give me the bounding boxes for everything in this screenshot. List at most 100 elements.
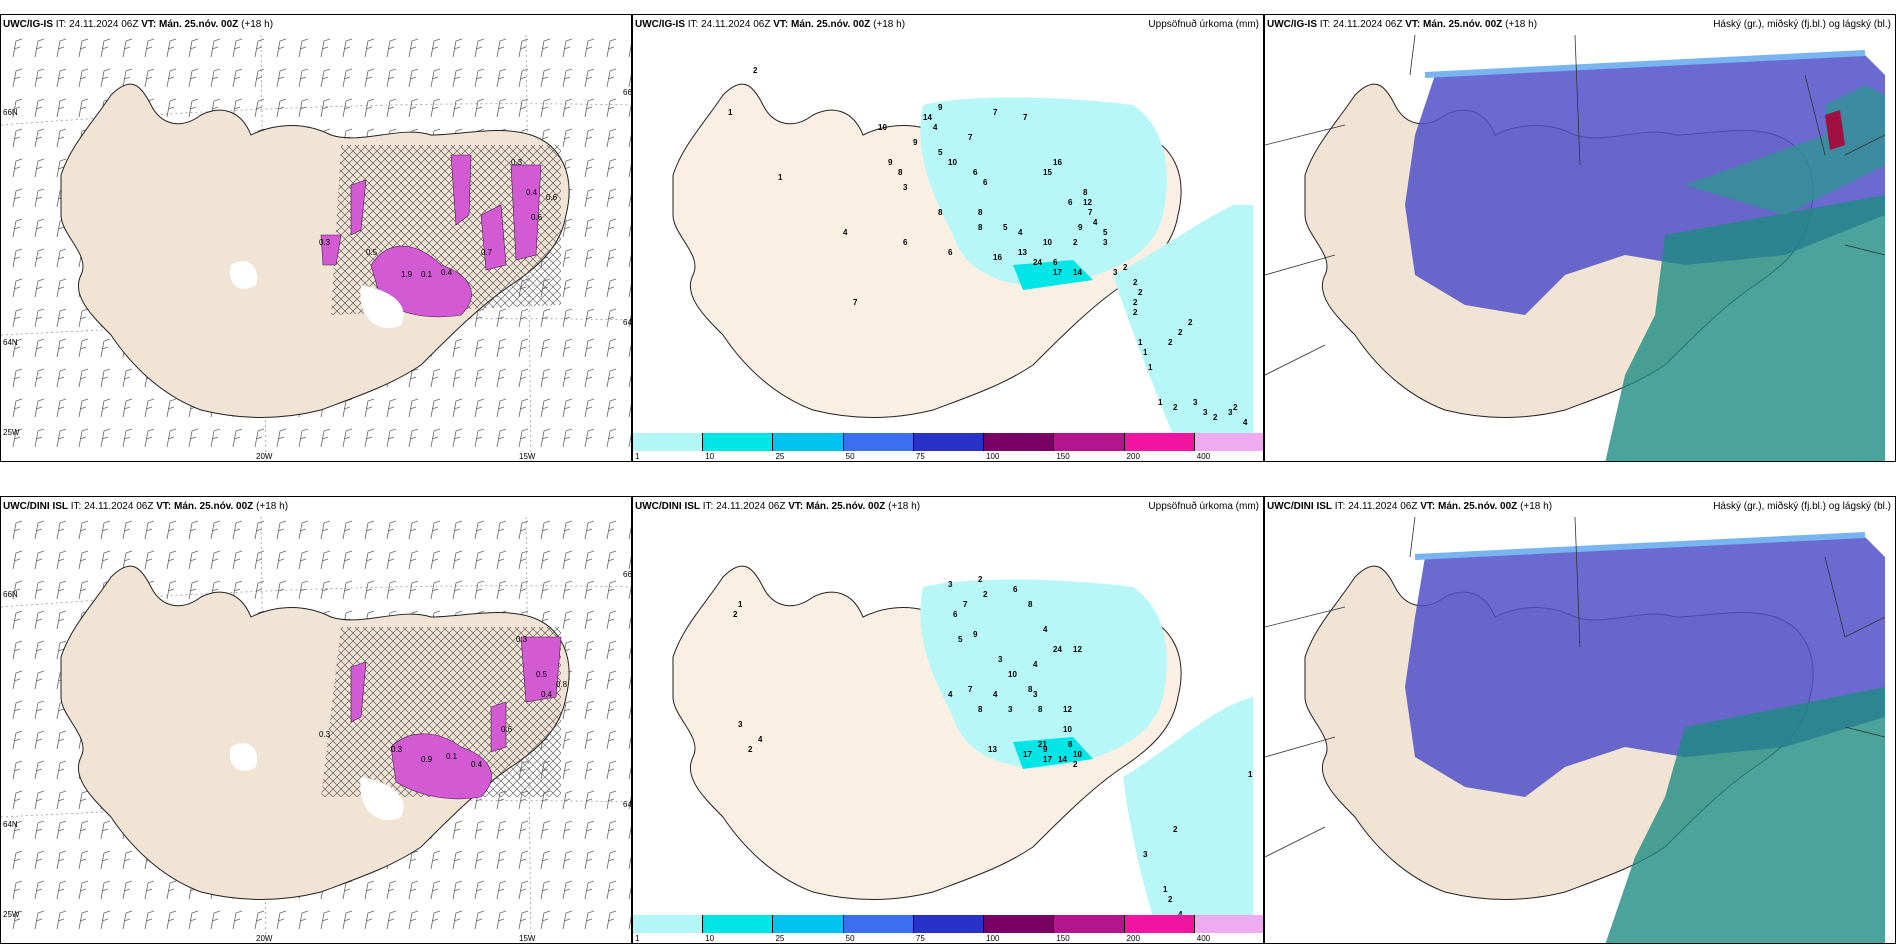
wind-barb (496, 520, 507, 540)
wind-barb (122, 850, 133, 870)
wind-barb (78, 910, 89, 930)
wind-value: 0.4 (526, 188, 538, 197)
precip-value: 9 (888, 158, 893, 167)
wind-barb (606, 580, 617, 600)
wind-barb (628, 164, 631, 178)
cloud-map (1265, 516, 1895, 943)
wind-barb (12, 428, 23, 448)
colorbar-swatch (773, 433, 844, 451)
wind-barb (474, 98, 485, 118)
wind-barb (540, 910, 551, 930)
precip-value: 2 (1173, 403, 1178, 412)
precip-value: 3 (903, 183, 908, 192)
wind-map-panel-top: UWC/IG-IS IT: 24.11.2024 06Z VT: Mán. 25… (0, 14, 632, 462)
wind-barb (210, 428, 221, 448)
precip-value: 12 (1083, 198, 1092, 207)
wind-barb (584, 158, 595, 178)
right-lat-label-66n: 66N (623, 570, 632, 579)
wind-barb (166, 520, 177, 540)
precip-value: 7 (993, 108, 998, 117)
precip-value: 4 (1018, 228, 1023, 237)
wind-barb (12, 550, 23, 570)
wind-barb (408, 880, 419, 900)
wind-barb (430, 850, 441, 870)
wind-barb (584, 98, 595, 118)
wind-barb (210, 910, 221, 930)
wind-barb (188, 38, 199, 58)
precip-value: 24 (1033, 258, 1042, 267)
precip-value: 8 (1038, 705, 1043, 714)
wind-barb (386, 398, 397, 418)
wind-barb (276, 98, 287, 118)
wind-barb (144, 880, 155, 900)
precip-value: 1 (738, 600, 743, 609)
wind-barb (408, 550, 419, 570)
wind-barb (562, 910, 573, 930)
wind-barb (474, 398, 485, 418)
wind-barb (34, 580, 45, 600)
colorbar-swatch (773, 915, 844, 933)
wind-barb (452, 850, 463, 870)
wind-barb (474, 38, 485, 58)
wind-barb (12, 128, 23, 148)
wind-barb (12, 760, 23, 780)
wind-barb (474, 368, 485, 388)
precip-value: 7 (1088, 208, 1093, 217)
wind-barb (562, 610, 573, 630)
wind-barb (540, 880, 551, 900)
precip-value: 8 (1068, 740, 1073, 749)
wind-barb (584, 700, 595, 720)
wind-barb (56, 248, 67, 268)
wind-barb (562, 128, 573, 148)
wind-barb (562, 278, 573, 298)
precip-value: 3 (1143, 850, 1148, 859)
lon-label-25w: 25W (3, 910, 20, 919)
wind-barb (122, 368, 133, 388)
wind-value: 0.5 (536, 670, 548, 679)
precip-value: 16 (993, 253, 1002, 262)
precip-value: 1 (1163, 885, 1168, 894)
wind-barb (166, 398, 177, 418)
wind-barb (78, 68, 89, 88)
wind-barb (34, 158, 45, 178)
wind-barb (584, 550, 595, 570)
wind-barb (452, 550, 463, 570)
wind-barb (232, 38, 243, 58)
wind-barb (584, 308, 595, 328)
wind-barb (584, 428, 595, 448)
colorbar-swatch (843, 433, 914, 451)
wind-barb (496, 820, 507, 840)
panel-title: UWC/IG-IS IT: 24.11.2024 06Z VT: Mán. 25… (635, 19, 906, 30)
wind-barb (56, 308, 67, 328)
colorbar-tick-label: 200 (1126, 934, 1140, 943)
precip-value: 4 (993, 690, 998, 699)
precip-value: 14 (1073, 268, 1082, 277)
wind-barb (100, 38, 111, 58)
wind-barb (78, 308, 89, 328)
wind-barb (12, 38, 23, 58)
right-lat-label-64n: 64N (623, 800, 632, 809)
precip-value: 9 (973, 630, 978, 639)
lat-label-66n: 66N (3, 590, 18, 599)
wind-barb (12, 640, 23, 660)
precip-value: 10 (1073, 750, 1082, 759)
colorbar: 1 10 25 50 75 100 150 200 400 (633, 433, 1263, 461)
wind-barb (34, 278, 45, 298)
precip-value: 3 (998, 655, 1003, 664)
wind-barb (628, 916, 631, 930)
wind-barb (56, 368, 67, 388)
wind-barb (122, 880, 133, 900)
precip-value: 6 (953, 610, 958, 619)
wind-barb (276, 68, 287, 88)
lon-label-15w: 15W (519, 452, 536, 461)
panel-title: UWC/DINI ISL IT: 24.11.2024 06Z VT: Mán.… (1267, 501, 1553, 512)
wind-barb (100, 338, 111, 358)
panel-title: UWC/DINI ISL IT: 24.11.2024 06Z VT: Mán.… (3, 501, 289, 512)
wind-barb (56, 760, 67, 780)
wind-barb (166, 68, 177, 88)
lake-white (230, 743, 404, 821)
wind-barb (628, 104, 631, 118)
wind-barb (606, 188, 617, 208)
wind-barb (518, 550, 529, 570)
wind-barb (254, 428, 265, 448)
